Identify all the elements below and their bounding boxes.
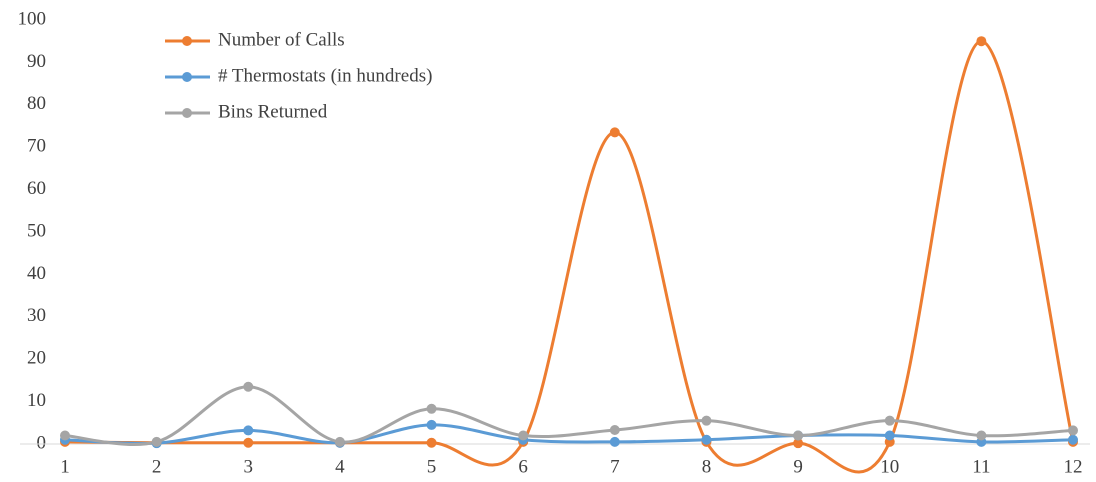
y-tick-label: 10: [27, 390, 46, 411]
legend-label: Bins Returned: [218, 101, 328, 122]
series-line: [63, 39, 1075, 474]
y-tick-label: 90: [27, 51, 46, 72]
series-line: [63, 423, 1075, 445]
data-point: [426, 403, 437, 414]
data-point: [426, 437, 437, 448]
x-tick-label: 10: [880, 456, 899, 477]
y-tick-label: 70: [27, 136, 46, 157]
x-tick-label: 1: [60, 456, 70, 477]
x-tick-label: 9: [793, 456, 803, 477]
y-tick-label: 40: [27, 263, 46, 284]
data-point: [701, 415, 712, 426]
x-tick-label: 2: [152, 456, 162, 477]
data-point: [151, 436, 162, 447]
legend-label: Number of Calls: [218, 29, 345, 50]
data-point: [518, 430, 529, 441]
data-point: [976, 36, 987, 47]
x-tick-label: 6: [518, 456, 528, 477]
data-point: [793, 438, 804, 449]
y-tick-label: 80: [27, 93, 46, 114]
data-point: [609, 127, 620, 138]
data-point: [701, 434, 712, 445]
data-point: [334, 436, 345, 447]
legend-marker: [182, 108, 192, 118]
series-line: [63, 385, 1075, 446]
y-tick-label: 0: [37, 432, 47, 453]
x-tick-label: 5: [427, 456, 437, 477]
x-tick-label: 3: [244, 456, 254, 477]
legend-label: # Thermostats (in hundreds): [218, 65, 432, 86]
x-tick-label: 4: [335, 456, 345, 477]
data-point: [884, 430, 895, 441]
data-point: [60, 430, 70, 441]
x-tick-label: 11: [972, 456, 990, 477]
data-point: [609, 425, 620, 436]
data-point: [243, 381, 254, 392]
data-point: [1068, 425, 1078, 436]
data-point: [884, 415, 895, 426]
legend-marker: [182, 72, 192, 82]
data-point: [976, 430, 987, 441]
data-point: [243, 425, 254, 436]
y-tick-label: 60: [27, 178, 46, 199]
x-tick-label: 7: [610, 456, 620, 477]
x-tick-label: 12: [1064, 456, 1083, 477]
data-point: [1068, 434, 1078, 445]
legend-marker: [182, 36, 192, 46]
y-tick-label: 20: [27, 348, 46, 369]
y-tick-label: 50: [27, 220, 46, 241]
y-tick-label: 30: [27, 305, 46, 326]
data-point: [426, 419, 437, 430]
x-tick-label: 8: [702, 456, 712, 477]
data-point: [243, 437, 254, 448]
data-point: [609, 436, 620, 447]
y-tick-label: 100: [18, 8, 47, 29]
data-point: [793, 430, 804, 441]
